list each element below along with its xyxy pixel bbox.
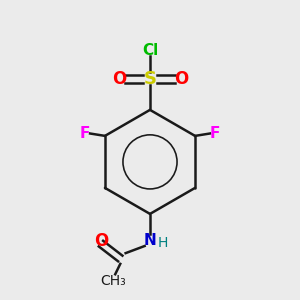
Text: S: S xyxy=(143,70,157,88)
Text: H: H xyxy=(157,236,168,250)
Text: O: O xyxy=(94,232,108,250)
Text: F: F xyxy=(80,126,90,141)
Text: O: O xyxy=(174,70,188,88)
Text: CH₃: CH₃ xyxy=(100,274,126,288)
Text: O: O xyxy=(112,70,126,88)
Text: F: F xyxy=(210,126,220,141)
Text: N: N xyxy=(144,233,156,248)
Text: Cl: Cl xyxy=(142,43,158,58)
